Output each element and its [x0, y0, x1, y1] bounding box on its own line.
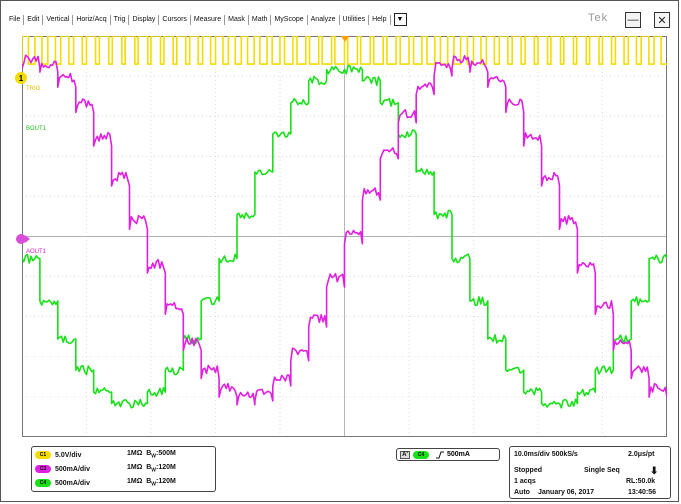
aout-tag: AOUT1: [26, 249, 47, 255]
c3-bw-sub: W: [151, 467, 157, 474]
arrow-down-icon: ⬇: [650, 466, 659, 477]
c3-impedance: 1MΩ: [127, 464, 143, 472]
menu-item-trig[interactable]: Trig: [111, 14, 130, 25]
menu-item-horiz-acq[interactable]: Horiz/Acq: [73, 14, 111, 25]
acquisition-count: 1 acqs: [514, 478, 536, 485]
ch3-offset-marker[interactable]: [16, 234, 26, 244]
c3-bw-prefix: B: [146, 464, 152, 472]
c4-badge: C4: [35, 479, 51, 487]
trigger-source-badge: C4: [413, 450, 429, 459]
menu-item-myscope[interactable]: MyScope: [271, 14, 308, 25]
chevron-down-icon: ▼: [396, 16, 404, 23]
rising-edge-icon: [436, 451, 444, 458]
close-icon: ✕: [657, 14, 667, 27]
waveform-svg: [22, 36, 667, 437]
c4-bandwidth: :120M: [156, 478, 176, 486]
menu-item-measure[interactable]: Measure: [191, 14, 226, 25]
c4-impedance: 1MΩ: [127, 478, 143, 486]
time-resolution: 2.0μs/pt: [628, 451, 655, 458]
c1-bw-sub: W: [151, 453, 157, 460]
trig-tag: TRIG: [26, 86, 41, 92]
trigger-mode: Auto: [514, 489, 530, 496]
menu-item-cursors[interactable]: Cursors: [159, 14, 191, 25]
c3-badge: C3: [35, 465, 51, 473]
channel-row-c4[interactable]: C4 500mA/div 1MΩ BW:120M: [35, 477, 207, 489]
c1-bw-prefix: B: [146, 450, 152, 458]
c1-trace: [22, 36, 667, 65]
ch3-offset-arrow-icon: [25, 235, 30, 243]
acquisition-mode: Single Seq: [584, 467, 620, 474]
c1-impedance: 1MΩ: [127, 450, 143, 458]
menu-items: File Edit Vertical Horiz/Acq Trig Display Curs…: [6, 13, 407, 26]
brand-logo: Tek: [588, 12, 609, 24]
channel-row-c1[interactable]: C1 5.0V/div 1MΩ BW:500M: [35, 449, 207, 461]
c1-bandwidth: :500M: [156, 450, 176, 458]
menu-dropdown-button[interactable]: ▼: [393, 13, 407, 26]
close-button[interactable]: ✕: [654, 12, 670, 28]
c1-badge: C1: [35, 451, 51, 459]
trigger-position-marker[interactable]: [341, 36, 349, 42]
menu-item-vertical[interactable]: Vertical: [43, 14, 74, 25]
channel-settings-panel[interactable]: C1 5.0V/div 1MΩ BW:500M C3 500mA/div 1MΩ…: [31, 446, 216, 492]
menu-item-math[interactable]: Math: [249, 14, 272, 25]
time: 13:40:56: [628, 489, 657, 496]
c1-scale: 5.0V/div: [55, 451, 82, 459]
menu-item-utilities[interactable]: Utilities: [340, 14, 370, 25]
ch1-offset-marker[interactable]: 1: [15, 72, 27, 84]
menu-bar: File Edit Vertical Horiz/Acq Trig Display Curs…: [2, 2, 677, 36]
trigger-label: A': [400, 450, 410, 459]
waveform-display[interactable]: TRIG BOUT1 AOUT1: [22, 36, 667, 437]
trigger-level: 500mA: [447, 451, 470, 458]
minimize-icon: —: [627, 14, 639, 26]
acquisition-panel[interactable]: 10.0ms/div 500kS/s 2.0μs/pt Stopped Sing…: [509, 446, 671, 499]
date: January 06, 2017: [538, 489, 595, 496]
menu-item-mask[interactable]: Mask: [225, 14, 249, 25]
channel-row-c3[interactable]: C3 500mA/div 1MΩ BW:120M: [35, 463, 207, 475]
c3-bandwidth: :120M: [156, 464, 176, 472]
bout-tag: BOUT1: [26, 126, 47, 132]
trigger-settings-panel[interactable]: A' C4 500mA: [396, 448, 500, 461]
menu-item-edit[interactable]: Edit: [24, 14, 44, 25]
acquisition-state: Stopped: [514, 467, 542, 474]
menu-item-file[interactable]: File: [6, 14, 25, 25]
c3-scale: 500mA/div: [55, 465, 91, 473]
menu-item-analyze[interactable]: Analyze: [308, 14, 340, 25]
menu-item-display[interactable]: Display: [129, 14, 160, 25]
c4-bw-prefix: B: [146, 478, 152, 486]
c4-scale: 500mA/div: [55, 479, 91, 487]
c4-bw-sub: W: [151, 481, 157, 488]
c4-trace: [22, 64, 667, 409]
record-length: RL:50.0k: [626, 478, 656, 485]
menu-item-help[interactable]: Help: [369, 14, 391, 25]
c3-trace: [22, 54, 667, 406]
minimize-button[interactable]: —: [625, 12, 641, 28]
timebase: 10.0ms/div 500kS/s: [514, 451, 578, 458]
